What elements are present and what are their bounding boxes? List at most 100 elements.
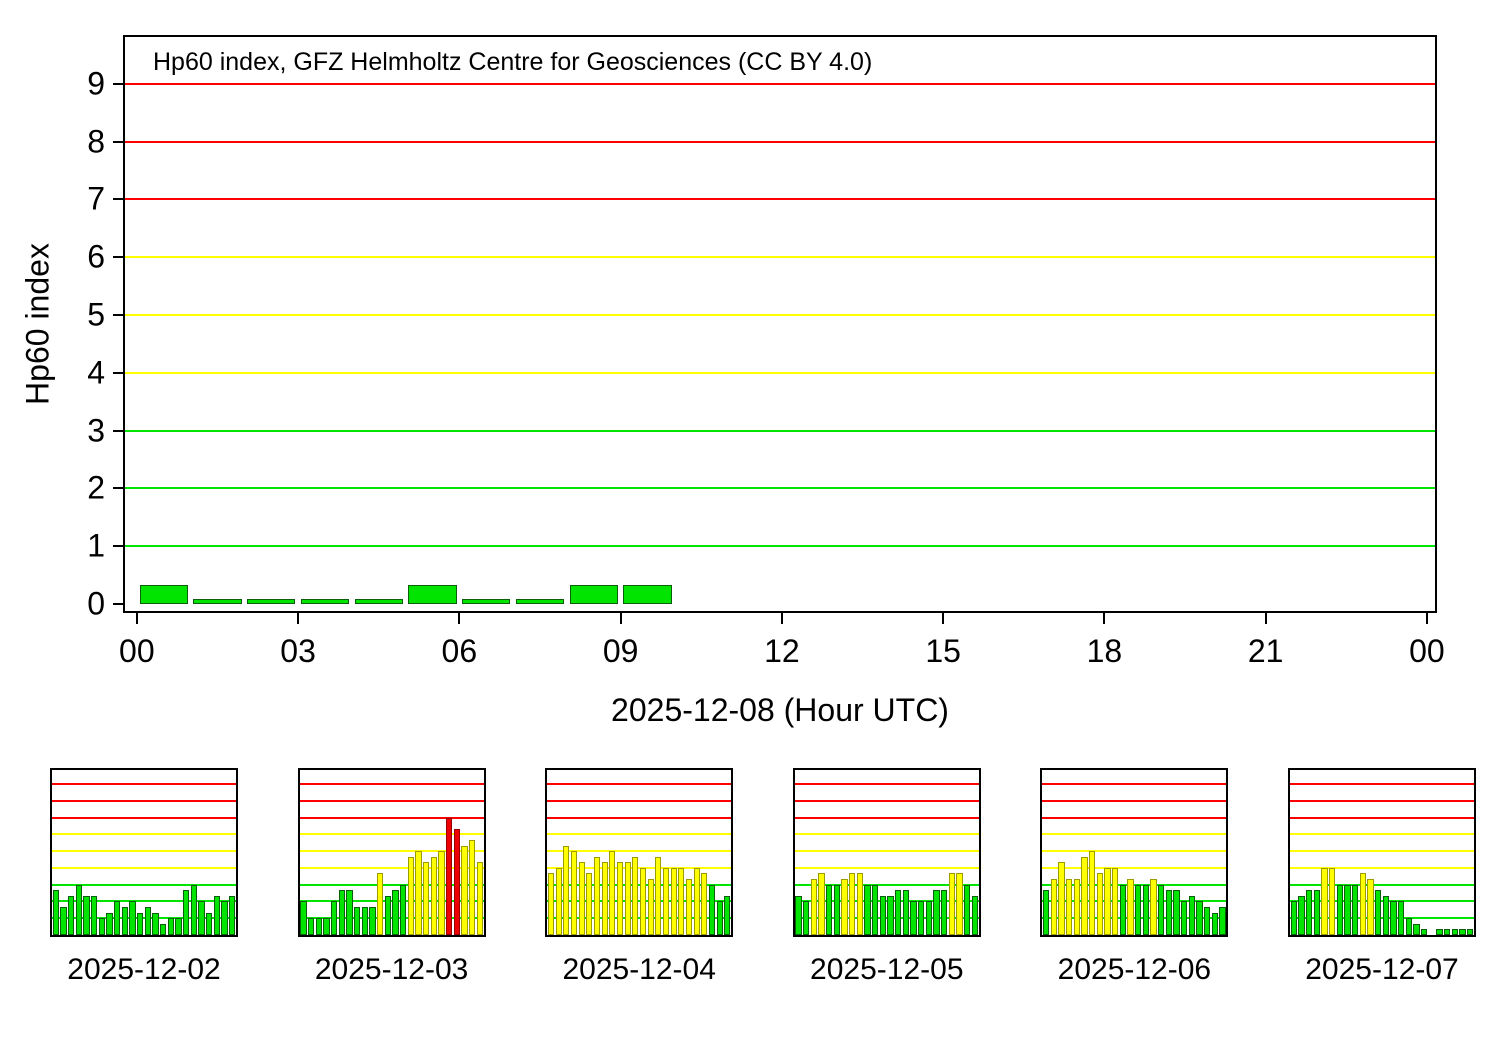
bar-hour-07: [849, 873, 856, 935]
bar-hour-21: [1451, 929, 1458, 935]
mini-plot-area: [297, 768, 486, 937]
gridline-8: [1289, 799, 1474, 802]
gridline-8: [547, 799, 732, 802]
gridline-7: [299, 816, 484, 819]
bar-hour-10: [1367, 879, 1374, 935]
main-plot-area: Hp60 index, GFZ Helmholtz Centre for Geo…: [87, 35, 1445, 669]
gridline-3: [794, 883, 979, 886]
mini-date-label: 2025-12-05: [810, 953, 964, 986]
bar-hour-12: [392, 890, 399, 935]
bar-hour-23: [476, 862, 483, 935]
mini-chart-2025-12-05: 2025-12-05: [792, 768, 981, 987]
bar-hour-02: [1305, 890, 1313, 935]
bar-hour-20: [1196, 901, 1203, 935]
y-tick-mark-5: [113, 314, 125, 317]
bar-hour-00: [1290, 901, 1297, 935]
gridline-1: [125, 545, 1435, 548]
gridline-3: [1289, 883, 1474, 886]
bar-hour-17: [1420, 929, 1428, 935]
bar-hour-08: [856, 873, 864, 935]
gridline-5: [547, 850, 732, 853]
bar-hour-01: [555, 867, 562, 935]
bar-hour-23: [229, 895, 236, 935]
bar-hour-13: [1390, 901, 1397, 935]
bar-hour-22: [221, 901, 228, 935]
bar-hour-05: [338, 890, 345, 935]
bar-hour-05: [91, 895, 98, 935]
y-tick-label-6: 6: [87, 238, 105, 275]
gridline-6: [1042, 833, 1227, 836]
bar-hour-19: [1436, 929, 1443, 935]
bar-hour-07: [106, 912, 113, 935]
bar-hour-14: [1150, 879, 1157, 935]
bar-hour-19: [1188, 895, 1195, 935]
bar-hour-10: [376, 873, 384, 935]
bar-hour-03: [300, 599, 350, 605]
bar-hour-08: [1351, 884, 1359, 935]
bar-hour-06: [1336, 884, 1343, 935]
x-tick-mark-00: [135, 611, 138, 624]
gridline-5: [299, 850, 484, 853]
x-tick-label-21: 21: [1247, 633, 1284, 669]
gridline-2: [1042, 900, 1227, 903]
previous-days-strip: 2025-12-02 2025-12-03 2025-12-04 2025-12…: [50, 768, 1476, 987]
bar-hour-09: [1359, 873, 1366, 935]
y-tick-label-9: 9: [87, 65, 105, 102]
bar-hour-05: [408, 585, 457, 605]
gridline-4: [299, 866, 484, 869]
x-tick-mark-06: [458, 611, 461, 624]
y-tick-mark-2: [113, 487, 125, 490]
x-tick-label-18: 18: [1086, 633, 1123, 669]
bar-hour-03: [1313, 890, 1320, 935]
gridline-2: [794, 900, 979, 903]
bar-hour-23: [1219, 906, 1226, 935]
bar-hour-02: [315, 918, 322, 935]
bar-hour-09: [616, 862, 624, 935]
gridline-9: [547, 782, 732, 785]
gridline-7: [52, 816, 236, 819]
gridline-3: [1042, 883, 1227, 886]
bar-hour-05: [586, 873, 593, 935]
bar-hour-08: [569, 585, 618, 605]
gridline-9: [299, 782, 484, 785]
bar-hour-06: [346, 890, 353, 935]
bar-hour-06: [1089, 851, 1096, 935]
bar-hour-09: [121, 906, 128, 935]
bar-hour-19: [198, 901, 205, 935]
gridline-1: [299, 917, 484, 920]
y-tick-label-3: 3: [87, 412, 105, 449]
bar-hour-08: [609, 851, 616, 935]
bar-hour-03: [570, 851, 578, 935]
mini-date-label: 2025-12-03: [314, 953, 469, 986]
gridline-5: [794, 850, 979, 853]
y-tick-mark-6: [113, 256, 125, 259]
bar-hour-14: [407, 856, 414, 935]
bar-hour-13: [152, 912, 159, 935]
mini-plot-area: [1040, 768, 1229, 937]
bar-hour-14: [902, 890, 910, 935]
bar-hour-06: [841, 879, 848, 935]
x-tick-mark-03: [297, 611, 300, 624]
bar-hour-14: [1397, 901, 1405, 935]
gridline-9: [794, 782, 979, 785]
bar-hour-21: [213, 895, 220, 935]
mini-date-label: 2025-12-06: [1057, 953, 1212, 986]
bar-hour-11: [1374, 890, 1382, 935]
bar-hour-07: [1096, 873, 1103, 935]
gridline-4: [1289, 866, 1474, 869]
y-tick-mark-0: [113, 603, 125, 606]
gridline-2: [547, 900, 732, 903]
bar-hour-11: [384, 895, 391, 935]
bar-hour-07: [1344, 884, 1351, 935]
y-tick-mark-9: [113, 82, 125, 85]
bar-hour-09: [369, 906, 376, 935]
y-tick-mark-7: [113, 198, 125, 201]
gridline-5: [1289, 850, 1474, 853]
bar-hour-20: [701, 873, 708, 935]
bar-hour-21: [708, 884, 716, 935]
bar-hour-04: [1321, 867, 1328, 935]
bar-hour-04: [1073, 879, 1080, 935]
x-tick-label-09: 09: [602, 633, 639, 669]
bar-hour-00: [139, 585, 188, 605]
